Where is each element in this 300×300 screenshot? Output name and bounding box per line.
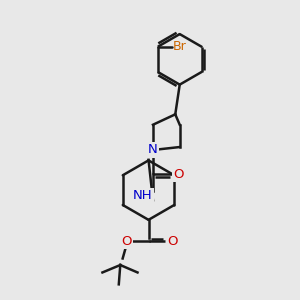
Text: N: N (148, 143, 158, 157)
Text: O: O (121, 235, 132, 248)
Text: O: O (168, 235, 178, 248)
Text: Br: Br (173, 40, 186, 53)
Text: O: O (173, 168, 184, 181)
Text: NH: NH (133, 189, 152, 202)
